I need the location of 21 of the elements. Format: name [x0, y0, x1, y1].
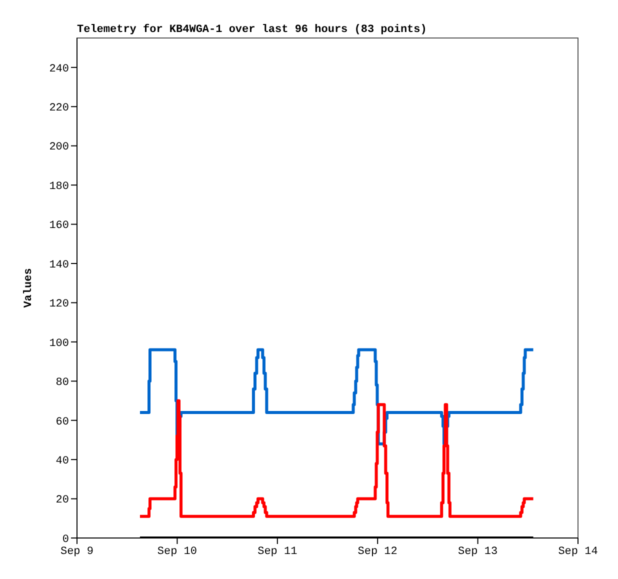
y-tick-label: 140 [49, 259, 69, 272]
x-tick-label: Sep 11 [258, 546, 298, 558]
y-tick-label: 60 [56, 416, 69, 428]
y-tick-label: 80 [56, 377, 69, 390]
y-tick-label: 100 [49, 338, 69, 350]
x-tick-label: Sep 9 [60, 546, 94, 558]
x-tick-label: Sep 12 [358, 546, 398, 558]
y-tick-label: 40 [56, 455, 69, 468]
y-tick-label: 180 [49, 180, 69, 193]
y-tick-label: 20 [56, 494, 69, 507]
y-tick-label: 0 [62, 534, 69, 546]
y-tick-label: 160 [49, 220, 69, 232]
x-tick-label: Sep 14 [558, 546, 598, 558]
y-tick-label: 120 [49, 298, 69, 311]
y-tick-label: 200 [49, 142, 69, 154]
y-axis-title: Values [22, 268, 35, 308]
y-tick-label: 240 [49, 63, 69, 76]
x-tick-label: Sep 10 [157, 546, 198, 558]
chart-title: Telemetry for KB4WGA-1 over last 96 hours (83 points) [77, 24, 427, 36]
x-tick-label: Sep 13 [458, 546, 498, 558]
y-tick-label: 220 [49, 102, 69, 115]
